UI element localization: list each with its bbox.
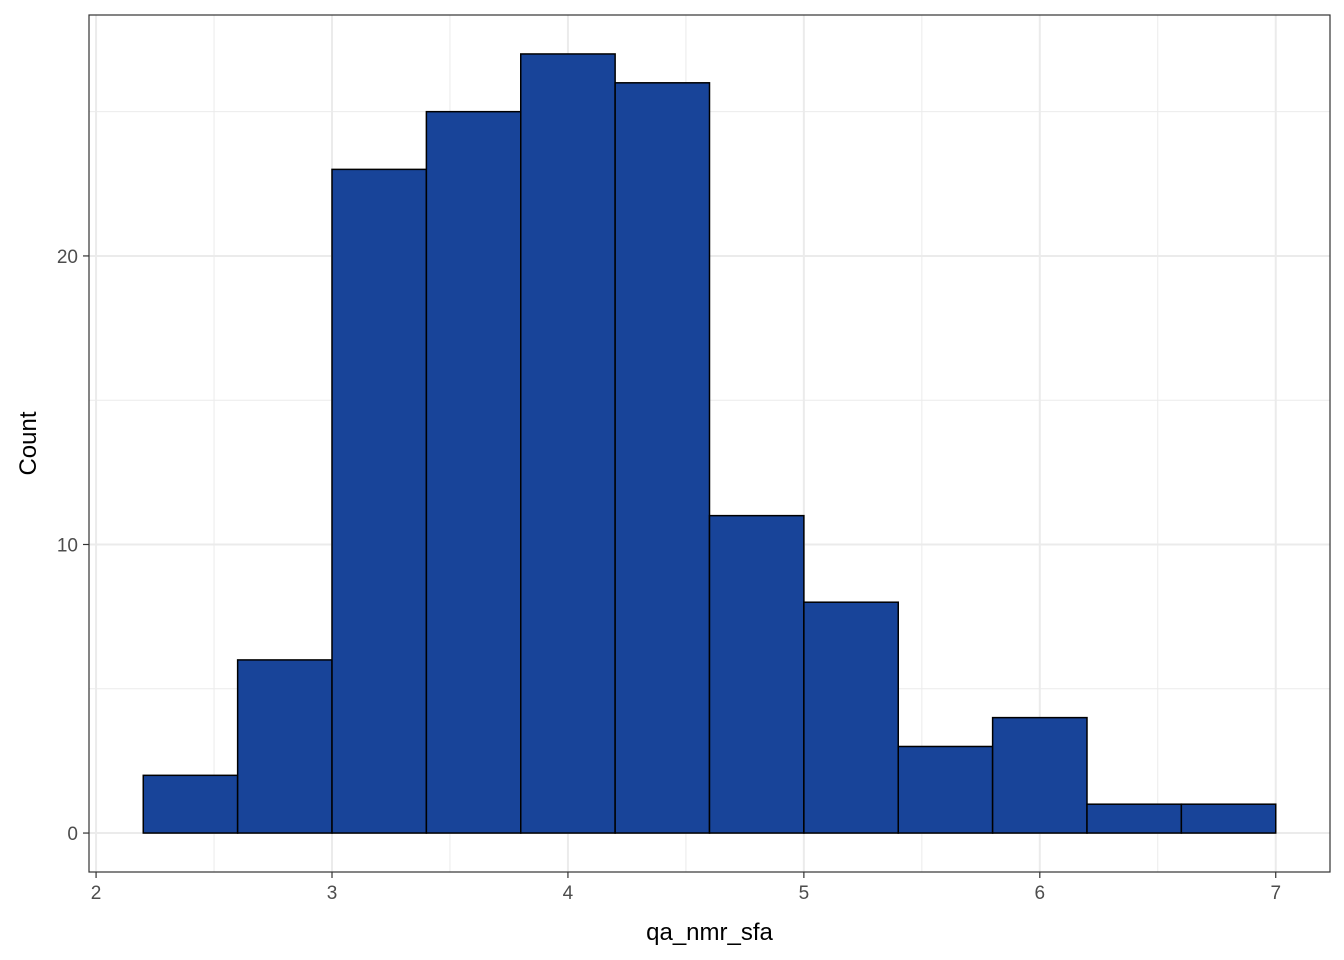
y-axis: 0 10 20 [57, 247, 89, 845]
histogram-bar [897, 745, 994, 834]
histogram-bar [142, 774, 239, 834]
x-tick-label: 7 [1270, 883, 1281, 904]
x-tick-label: 4 [563, 883, 574, 904]
histogram-bar [1086, 803, 1183, 834]
x-tick-label: 3 [327, 883, 338, 904]
x-tick-label: 6 [1035, 883, 1046, 904]
histogram-bar [236, 659, 333, 834]
histogram-bar [614, 82, 711, 834]
y-axis-title: Count [15, 411, 42, 475]
y-tick-label: 10 [57, 535, 78, 556]
histogram-bar [991, 716, 1088, 834]
histogram-bars [142, 53, 1277, 834]
y-tick-label: 0 [67, 824, 78, 845]
x-tick-label: 2 [91, 883, 102, 904]
histogram-bar [425, 110, 522, 834]
panel-border [88, 14, 1331, 873]
histogram-bar [520, 53, 616, 834]
x-tick-label: 5 [799, 883, 810, 904]
histogram-bar [331, 168, 428, 834]
y-tick-label: 20 [57, 247, 78, 268]
x-axis: 2 3 4 5 6 7 [91, 872, 1281, 904]
histogram-bar [1180, 803, 1277, 834]
x-axis-title: qa_nmr_sfa [646, 919, 773, 946]
histogram-bar [708, 514, 805, 834]
histogram-bar [803, 601, 899, 834]
